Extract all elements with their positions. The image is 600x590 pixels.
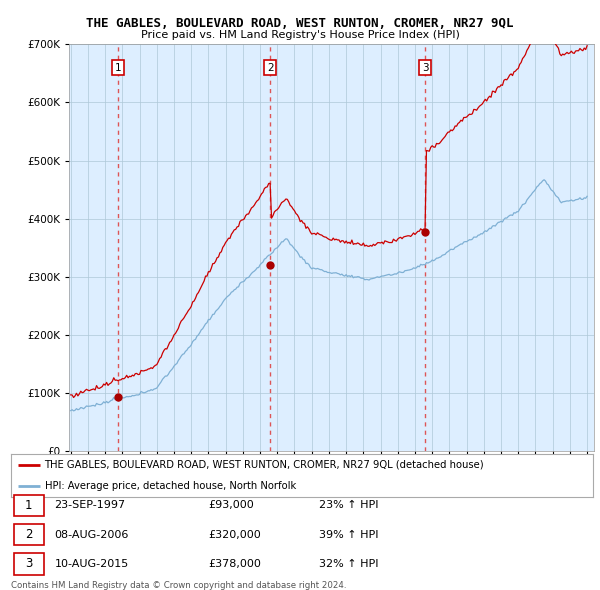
FancyBboxPatch shape	[14, 524, 44, 545]
Text: 32% ↑ HPI: 32% ↑ HPI	[319, 559, 379, 569]
Text: 39% ↑ HPI: 39% ↑ HPI	[319, 530, 379, 539]
FancyBboxPatch shape	[14, 553, 44, 575]
Text: 08-AUG-2006: 08-AUG-2006	[55, 530, 129, 539]
Text: 2: 2	[25, 528, 32, 541]
Text: 23-SEP-1997: 23-SEP-1997	[55, 500, 125, 510]
Text: 1: 1	[115, 63, 121, 73]
Text: THE GABLES, BOULEVARD ROAD, WEST RUNTON, CROMER, NR27 9QL (detached house): THE GABLES, BOULEVARD ROAD, WEST RUNTON,…	[44, 460, 484, 470]
Text: 3: 3	[422, 63, 428, 73]
Text: £320,000: £320,000	[209, 530, 262, 539]
Text: £93,000: £93,000	[209, 500, 254, 510]
FancyBboxPatch shape	[14, 494, 44, 516]
Text: Price paid vs. HM Land Registry's House Price Index (HPI): Price paid vs. HM Land Registry's House …	[140, 30, 460, 40]
Text: 3: 3	[25, 557, 32, 570]
Text: £378,000: £378,000	[209, 559, 262, 569]
Text: THE GABLES, BOULEVARD ROAD, WEST RUNTON, CROMER, NR27 9QL: THE GABLES, BOULEVARD ROAD, WEST RUNTON,…	[86, 17, 514, 30]
Text: 10-AUG-2015: 10-AUG-2015	[55, 559, 128, 569]
Text: Contains HM Land Registry data © Crown copyright and database right 2024.
This d: Contains HM Land Registry data © Crown c…	[11, 581, 346, 590]
Text: HPI: Average price, detached house, North Norfolk: HPI: Average price, detached house, Nort…	[44, 481, 296, 491]
Text: 1: 1	[25, 499, 32, 512]
Text: 23% ↑ HPI: 23% ↑ HPI	[319, 500, 379, 510]
Text: 2: 2	[267, 63, 274, 73]
